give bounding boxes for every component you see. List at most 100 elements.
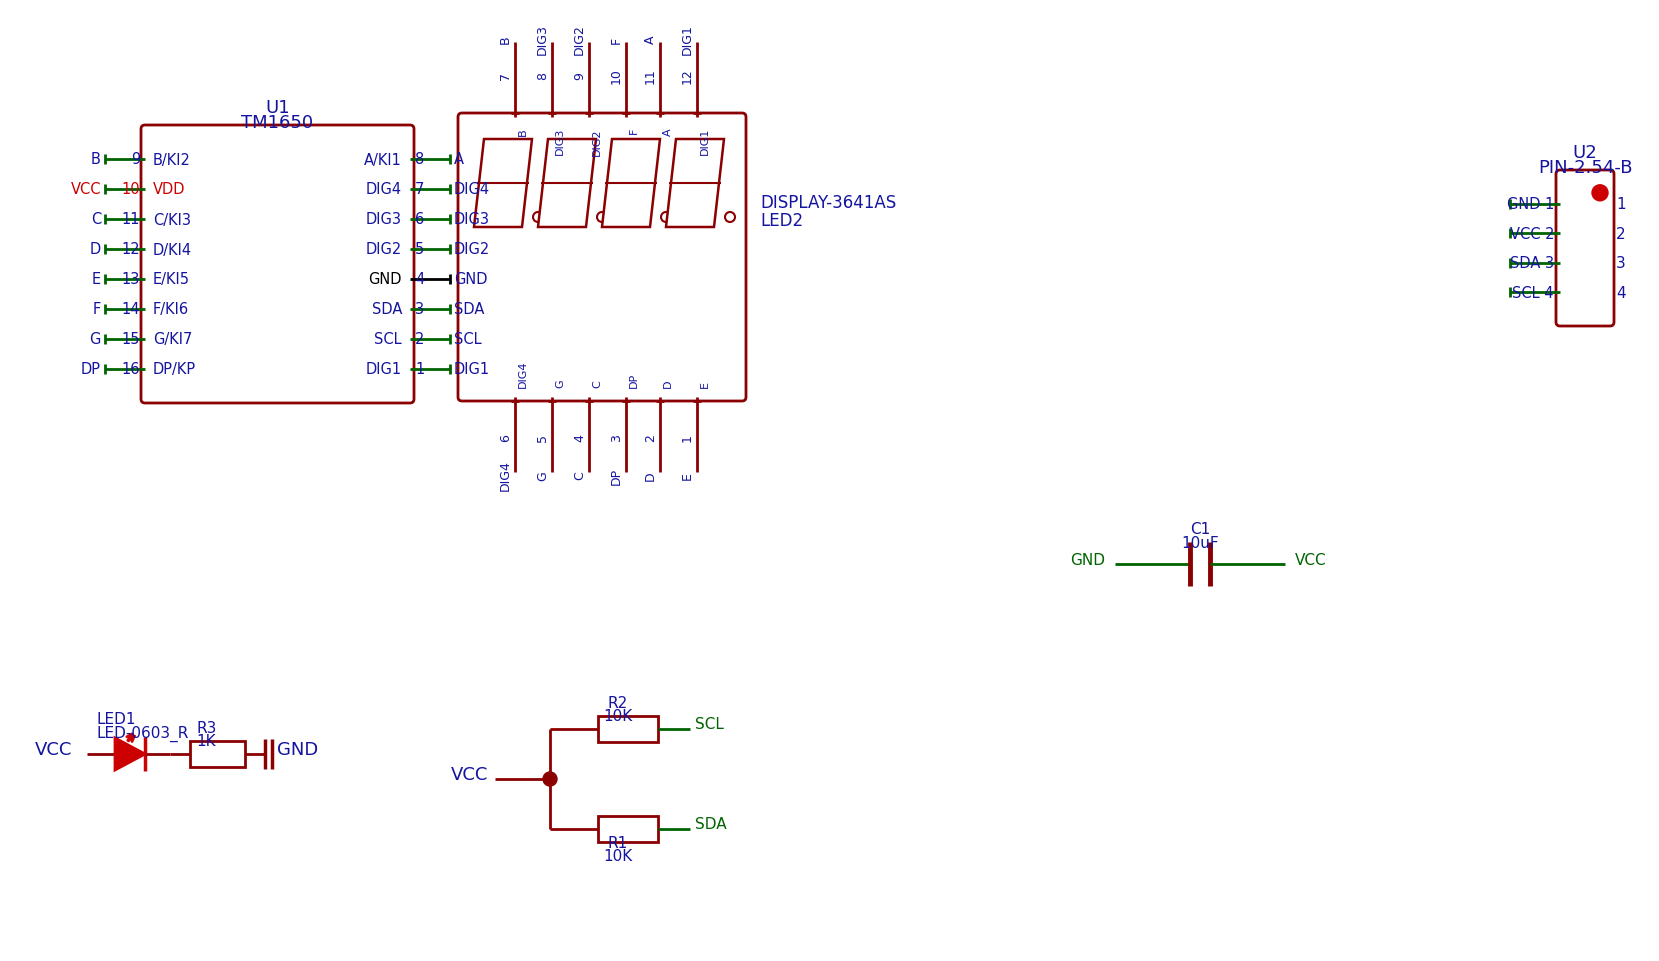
Text: 1: 1 [680,433,693,441]
Text: DIG1: DIG1 [367,362,401,377]
Text: B: B [518,128,528,136]
Text: R2: R2 [607,696,629,711]
Text: DIG2: DIG2 [572,25,586,56]
Text: SDA 3: SDA 3 [1510,256,1554,271]
Text: G/KI7: G/KI7 [153,333,192,347]
Text: DIG1: DIG1 [700,128,710,156]
Text: 6: 6 [415,212,425,227]
Text: C: C [592,380,602,387]
Text: 9: 9 [572,72,586,80]
Text: 1K: 1K [196,734,216,749]
Text: DIG2: DIG2 [455,242,491,258]
Text: 10: 10 [611,68,624,84]
Text: SCL: SCL [455,333,481,347]
Text: DIG3: DIG3 [367,212,401,227]
Text: 1: 1 [1616,197,1626,211]
Text: E/KI5: E/KI5 [153,272,191,287]
Text: 12: 12 [680,68,693,84]
Text: GND: GND [368,272,401,287]
Bar [597,716,659,742]
Text: 10: 10 [121,183,139,197]
Text: SDA: SDA [455,302,484,317]
Text: 7: 7 [415,183,425,197]
Text: E: E [700,381,710,387]
Text: E: E [91,272,101,287]
Text: F: F [93,302,101,317]
Text: GND: GND [1070,553,1105,568]
Text: GND: GND [455,272,488,287]
Text: A: A [455,153,465,167]
Text: F: F [611,37,624,43]
Text: DIG4: DIG4 [518,360,528,387]
Text: 10uF: 10uF [1181,536,1219,551]
Text: 6: 6 [499,433,513,441]
Text: C1: C1 [1190,522,1209,537]
Polygon shape [114,738,144,770]
Text: 4: 4 [1616,285,1626,301]
Text: 13: 13 [121,272,139,287]
Text: 2: 2 [644,433,657,441]
Text: SCL: SCL [695,717,723,731]
Bar [191,741,246,767]
Text: VCC: VCC [35,740,73,758]
Text: LED-0603_R: LED-0603_R [96,726,189,741]
Text: VCC: VCC [70,183,101,197]
Text: B/KI2: B/KI2 [153,153,191,167]
Text: DIG1: DIG1 [680,25,693,56]
Bar [597,816,659,842]
Text: D/KI4: D/KI4 [153,242,192,258]
Text: DIG4: DIG4 [455,183,489,197]
Text: C: C [91,212,101,227]
Text: G: G [536,471,549,480]
Text: SDA: SDA [695,817,727,831]
Text: DIG2: DIG2 [592,128,602,156]
Text: VCC 2: VCC 2 [1510,227,1554,241]
FancyBboxPatch shape [141,126,415,404]
Text: A/KI1: A/KI1 [363,153,401,167]
Text: DIG3: DIG3 [556,128,566,156]
Text: 16: 16 [121,362,139,377]
Text: A: A [644,36,657,44]
Text: E: E [680,472,693,480]
Text: GND 1: GND 1 [1506,197,1554,211]
Text: 2: 2 [1616,227,1626,241]
Text: DIG4: DIG4 [367,183,401,197]
Text: R3: R3 [196,721,216,736]
Text: 2: 2 [415,333,425,347]
Text: LED2: LED2 [760,211,803,230]
Text: DIG1: DIG1 [455,362,489,377]
Text: U2: U2 [1573,144,1598,161]
Text: 3: 3 [611,433,624,441]
Text: DP/KP: DP/KP [153,362,196,377]
Polygon shape [474,140,533,228]
Circle shape [1593,185,1608,202]
Text: 1: 1 [415,362,425,377]
Text: D: D [644,471,657,480]
Text: R1: R1 [607,836,629,850]
Text: 7: 7 [499,72,513,80]
Text: A: A [664,128,674,136]
Text: SCL 4: SCL 4 [1513,285,1554,301]
Text: 9: 9 [131,153,139,167]
Text: LED1: LED1 [96,712,136,727]
Text: B: B [91,153,101,167]
Text: 3: 3 [1616,256,1626,271]
Text: 4: 4 [572,433,586,441]
Text: SDA: SDA [372,302,401,317]
Text: C: C [572,471,586,480]
Text: 8: 8 [415,153,425,167]
Text: 11: 11 [644,68,657,84]
Text: 8: 8 [536,72,549,80]
Text: PIN-2.54-B: PIN-2.54-B [1538,159,1632,177]
Text: 5: 5 [415,242,425,258]
Text: U1: U1 [265,99,290,117]
Polygon shape [602,140,660,228]
Text: DIG4: DIG4 [499,460,513,491]
Text: DP: DP [81,362,101,377]
Text: VCC: VCC [1296,553,1327,568]
Text: 10K: 10K [604,849,632,864]
Text: 11: 11 [121,212,139,227]
Text: DP: DP [611,467,624,484]
Text: DIG2: DIG2 [365,242,401,258]
Text: G: G [90,333,101,347]
